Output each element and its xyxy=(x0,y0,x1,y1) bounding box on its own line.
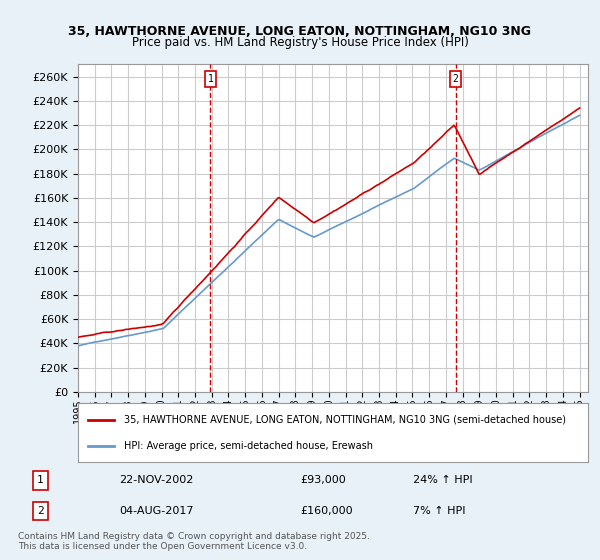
Text: £93,000: £93,000 xyxy=(300,475,346,485)
Text: 1: 1 xyxy=(37,475,44,485)
Text: £160,000: £160,000 xyxy=(300,506,353,516)
Text: 22-NOV-2002: 22-NOV-2002 xyxy=(119,475,194,485)
Text: 2: 2 xyxy=(37,506,44,516)
Text: 04-AUG-2017: 04-AUG-2017 xyxy=(119,506,194,516)
Text: 2: 2 xyxy=(452,74,458,84)
Text: Contains HM Land Registry data © Crown copyright and database right 2025.
This d: Contains HM Land Registry data © Crown c… xyxy=(18,532,370,552)
Text: Price paid vs. HM Land Registry's House Price Index (HPI): Price paid vs. HM Land Registry's House … xyxy=(131,36,469,49)
Text: HPI: Average price, semi-detached house, Erewash: HPI: Average price, semi-detached house,… xyxy=(124,441,373,451)
Text: 35, HAWTHORNE AVENUE, LONG EATON, NOTTINGHAM, NG10 3NG: 35, HAWTHORNE AVENUE, LONG EATON, NOTTIN… xyxy=(68,25,532,38)
Text: 35, HAWTHORNE AVENUE, LONG EATON, NOTTINGHAM, NG10 3NG (semi-detached house): 35, HAWTHORNE AVENUE, LONG EATON, NOTTIN… xyxy=(124,414,566,424)
Text: 7% ↑ HPI: 7% ↑ HPI xyxy=(413,506,466,516)
Text: 24% ↑ HPI: 24% ↑ HPI xyxy=(413,475,472,485)
Text: 1: 1 xyxy=(208,74,214,84)
